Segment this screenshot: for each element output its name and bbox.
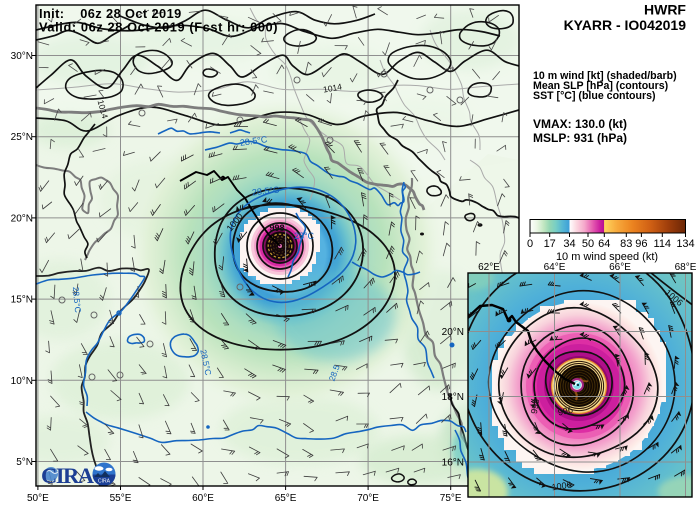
svg-text:28.5°C: 28.5°C: [251, 185, 280, 198]
svg-text:Valid: 06z 28 Oct 2019 (Fcst h: Valid: 06z 28 Oct 2019 (Fcst hr: 000): [39, 20, 278, 35]
svg-text:96: 96: [635, 238, 647, 250]
svg-text:64°E: 64°E: [544, 262, 566, 273]
svg-text:HWRF: HWRF: [644, 2, 686, 18]
svg-text:VMAX: 130.0 (kt): VMAX: 130.0 (kt): [533, 117, 627, 131]
svg-text:50: 50: [582, 238, 594, 250]
svg-text:34: 34: [563, 238, 575, 250]
svg-text:1014: 1014: [96, 99, 111, 120]
svg-text:28.5°C: 28.5°C: [71, 286, 83, 313]
svg-text:68°E: 68°E: [675, 262, 697, 273]
svg-text:10 m wind [kt] (shaded/barb): 10 m wind [kt] (shaded/barb): [533, 70, 677, 82]
svg-text:134: 134: [676, 238, 694, 250]
svg-text:998: 998: [269, 223, 284, 233]
svg-text:30°N: 30°N: [11, 51, 33, 62]
svg-text:25°N: 25°N: [11, 132, 33, 143]
svg-text:75°E: 75°E: [440, 493, 462, 504]
svg-text:65°E: 65°E: [275, 493, 297, 504]
svg-text:0: 0: [527, 238, 533, 250]
svg-text:70°E: 70°E: [357, 493, 379, 504]
svg-text:28.5°C: 28.5°C: [239, 134, 268, 148]
svg-text:CIRA: CIRA: [41, 463, 95, 488]
svg-text:10°N: 10°N: [11, 376, 33, 387]
svg-text:20°N: 20°N: [11, 213, 33, 224]
svg-text:18°N: 18°N: [442, 392, 464, 403]
svg-text:1006: 1006: [551, 480, 572, 493]
svg-text:996: 996: [557, 405, 574, 418]
svg-text:20°N: 20°N: [442, 327, 464, 338]
svg-text:62°E: 62°E: [478, 262, 500, 273]
svg-text:55°E: 55°E: [110, 493, 132, 504]
svg-text:66°E: 66°E: [609, 262, 631, 273]
svg-text:10 m wind speed (kt): 10 m wind speed (kt): [556, 251, 658, 263]
svg-text:28°C: 28°C: [294, 231, 315, 241]
svg-text:998: 998: [529, 398, 541, 415]
svg-text:Mean SLP [hPa] (contours): Mean SLP [hPa] (contours): [533, 80, 668, 92]
svg-text:CIRA: CIRA: [98, 479, 111, 485]
svg-text:1014: 1014: [322, 81, 343, 94]
svg-text:Init: 06z 28 Oct 2019: Init: 06z 28 Oct 2019: [39, 6, 182, 21]
svg-text:17: 17: [544, 238, 556, 250]
svg-text:KYARR - IO042019: KYARR - IO042019: [564, 17, 687, 33]
svg-text:5°N: 5°N: [16, 457, 33, 468]
svg-text:15°N: 15°N: [11, 295, 33, 306]
svg-text:SST [°C] (blue contours): SST [°C] (blue contours): [533, 90, 656, 102]
svg-text:60°E: 60°E: [192, 493, 214, 504]
svg-text:50°E: 50°E: [27, 493, 49, 504]
svg-text:64: 64: [598, 238, 610, 250]
svg-text:83: 83: [620, 238, 632, 250]
svg-text:114: 114: [654, 238, 672, 250]
svg-text:MSLP: 931 (hPa): MSLP: 931 (hPa): [533, 131, 627, 145]
svg-text:16°N: 16°N: [442, 458, 464, 469]
